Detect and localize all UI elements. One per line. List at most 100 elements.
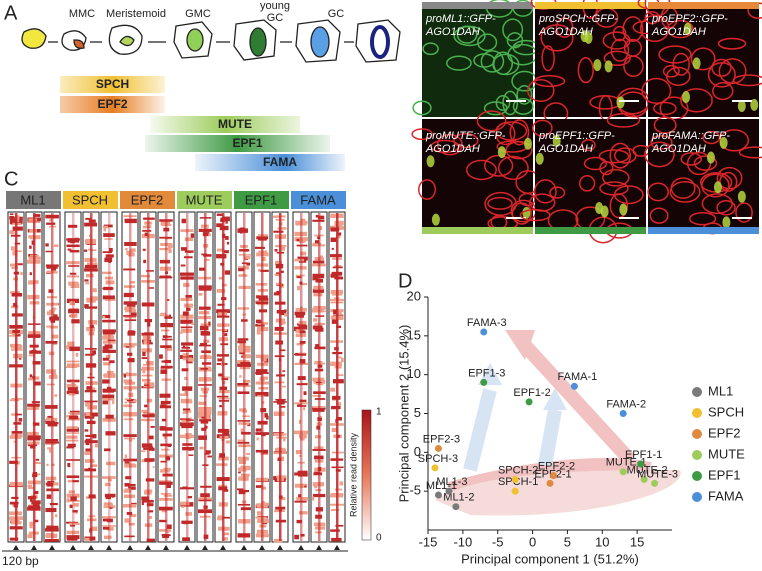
point: [525, 398, 533, 406]
read-density: [141, 501, 144, 506]
read-density: [66, 530, 80, 535]
read-density: [281, 385, 286, 388]
read-density: [103, 233, 115, 237]
read-density: [125, 248, 128, 251]
gfp-cell: [722, 216, 731, 229]
read-density: [294, 266, 307, 270]
read-density: [85, 217, 92, 220]
read-density: [224, 270, 230, 275]
read-density: [108, 259, 111, 264]
read-density: [102, 516, 116, 519]
read-density: [45, 419, 55, 424]
read-density: [312, 496, 315, 501]
legend-swatch: [692, 429, 702, 439]
read-density: [102, 394, 115, 400]
read-density: [31, 401, 40, 404]
micrograph: proEPF1::GFP-AGO1DAH: [519, 112, 650, 244]
read-density: [303, 391, 307, 396]
read-density: [102, 335, 115, 340]
read-density: [142, 225, 146, 229]
tick-arrow: [49, 545, 55, 550]
read-density: [90, 249, 97, 252]
x-tick-label: -5: [492, 534, 504, 549]
read-density: [46, 463, 49, 466]
read-density: [295, 449, 302, 455]
read-density: [123, 404, 133, 408]
read-density: [123, 386, 137, 390]
read-density: [294, 237, 308, 242]
cell-outline: [613, 185, 644, 205]
read-density: [9, 213, 14, 216]
tick-arrow: [202, 545, 208, 550]
expression-bar: [145, 135, 330, 152]
y-tick-label: 0: [414, 444, 421, 459]
heatmap-column: [292, 211, 310, 543]
read-density: [180, 326, 193, 329]
tick-arrow: [13, 545, 19, 550]
read-density: [217, 323, 227, 327]
read-density: [85, 412, 92, 416]
bar-label: SPCH: [96, 77, 129, 91]
read-density: [260, 357, 267, 362]
read-density: [256, 511, 262, 516]
read-density: [338, 402, 342, 406]
cell-outline: [716, 166, 743, 190]
read-density: [146, 503, 154, 507]
read-density: [188, 447, 192, 451]
read-density: [294, 534, 299, 540]
legend-label: MUTE: [708, 446, 745, 461]
read-density: [129, 439, 133, 442]
read-density: [148, 446, 154, 451]
read-density: [102, 526, 110, 530]
read-density: [84, 429, 89, 432]
read-density: [70, 283, 80, 289]
cell-outline: [613, 147, 637, 164]
read-density: [183, 410, 192, 413]
read-density: [237, 383, 249, 386]
read-density: [68, 490, 76, 494]
read-density: [300, 484, 306, 488]
read-density: [127, 358, 135, 363]
read-density: [180, 418, 191, 421]
read-density: [146, 538, 155, 542]
read-density: [123, 343, 129, 348]
read-density: [296, 383, 308, 386]
read-density: [182, 486, 188, 489]
read-density: [45, 243, 49, 247]
read-density: [104, 344, 113, 349]
read-density: [337, 232, 342, 236]
read-density: [123, 489, 131, 493]
read-density: [103, 373, 116, 378]
read-density: [102, 314, 111, 319]
read-density: [166, 299, 170, 301]
read-density: [262, 502, 269, 506]
read-density: [126, 352, 133, 356]
read-density: [312, 277, 319, 281]
read-density: [102, 398, 115, 401]
cell-outline: [622, 16, 644, 42]
read-density: [312, 308, 324, 313]
read-density: [67, 341, 75, 346]
read-density: [276, 290, 281, 294]
read-density: [9, 518, 20, 522]
read-density: [46, 525, 53, 529]
read-density: [297, 285, 301, 291]
read-density: [312, 242, 322, 246]
read-density: [164, 359, 172, 364]
read-density: [123, 503, 137, 508]
read-density: [182, 537, 190, 542]
read-density: [29, 245, 32, 249]
read-density: [32, 503, 40, 508]
read-density: [223, 431, 230, 436]
read-density: [299, 359, 306, 364]
cell-outline: [453, 132, 479, 149]
read-density: [255, 246, 265, 249]
read-density: [331, 427, 338, 433]
read-density: [184, 303, 193, 308]
read-density: [123, 434, 137, 437]
read-density: [9, 501, 19, 505]
cell-icons: [21, 19, 401, 63]
read-density: [66, 360, 80, 363]
tile-label: proFAMA::GFP-: [651, 130, 730, 142]
read-density: [55, 514, 58, 518]
